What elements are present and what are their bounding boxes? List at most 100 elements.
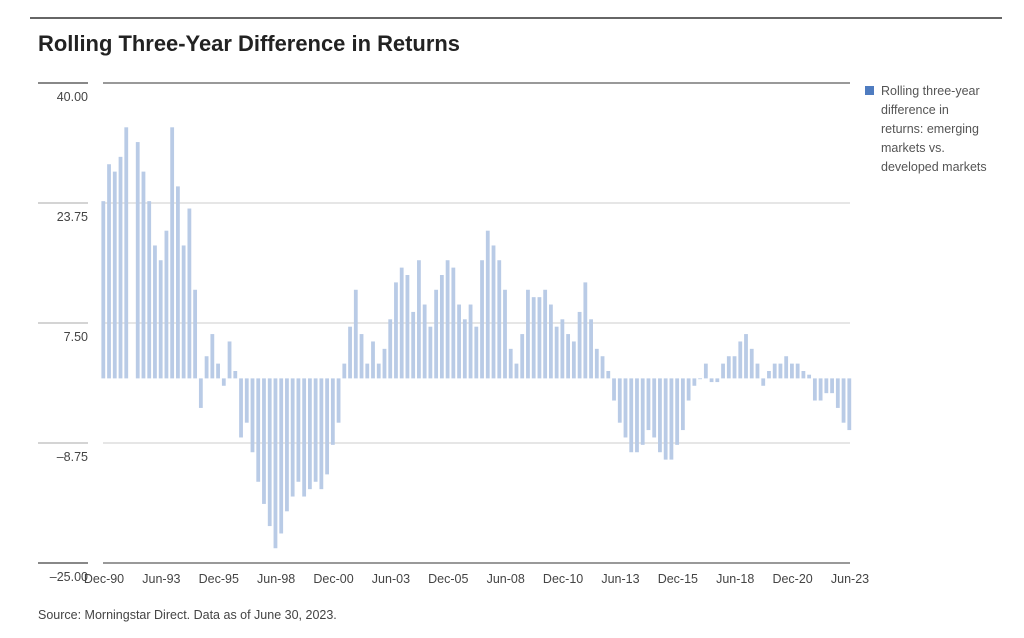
bar bbox=[405, 275, 410, 379]
x-tick-label: Jun-93 bbox=[142, 572, 180, 586]
bar bbox=[417, 260, 421, 379]
bar bbox=[830, 378, 834, 394]
chart-title: Rolling Three-Year Difference in Returns bbox=[38, 31, 460, 56]
x-tick-label: Dec-15 bbox=[658, 572, 698, 586]
bar bbox=[594, 348, 599, 379]
bar bbox=[640, 378, 645, 445]
bar bbox=[262, 378, 266, 504]
bar bbox=[617, 378, 622, 423]
x-tick-label: Dec-10 bbox=[543, 572, 583, 586]
bar bbox=[112, 171, 117, 379]
bar bbox=[325, 378, 329, 475]
bar bbox=[181, 245, 186, 379]
bar bbox=[250, 378, 255, 453]
x-tick-label: Jun-18 bbox=[716, 572, 754, 586]
bar bbox=[566, 334, 571, 379]
bar bbox=[164, 230, 169, 379]
bar bbox=[382, 348, 387, 379]
x-tick-label: Jun-08 bbox=[487, 572, 525, 586]
y-tick-label: –25.00 bbox=[50, 570, 88, 584]
bar bbox=[267, 378, 272, 527]
bar bbox=[571, 341, 576, 379]
bar bbox=[204, 356, 209, 379]
bar bbox=[422, 304, 427, 379]
bar bbox=[807, 374, 812, 379]
bar bbox=[118, 156, 123, 379]
bar bbox=[285, 378, 289, 512]
bar bbox=[290, 378, 295, 497]
bar bbox=[686, 378, 691, 401]
bar bbox=[485, 230, 490, 379]
bar bbox=[170, 127, 175, 379]
bar bbox=[353, 289, 358, 379]
bar bbox=[319, 378, 324, 490]
bar bbox=[428, 326, 433, 379]
bar bbox=[543, 289, 548, 379]
bar bbox=[445, 260, 450, 379]
bar bbox=[795, 363, 800, 379]
bar bbox=[612, 378, 616, 401]
bar bbox=[721, 363, 725, 379]
bar bbox=[554, 326, 559, 379]
bar bbox=[330, 378, 335, 445]
bar bbox=[600, 356, 605, 379]
bar bbox=[790, 363, 794, 379]
bar bbox=[703, 363, 708, 379]
bar bbox=[216, 363, 220, 379]
bar bbox=[726, 356, 731, 379]
legend-swatch bbox=[865, 86, 874, 95]
bar bbox=[221, 378, 226, 386]
bar bbox=[824, 378, 829, 394]
bar bbox=[147, 201, 152, 379]
bar bbox=[434, 289, 439, 379]
bar bbox=[784, 356, 789, 379]
x-tick-label: Jun-23 bbox=[831, 572, 869, 586]
x-tick-label: Dec-90 bbox=[84, 572, 124, 586]
bar bbox=[778, 363, 783, 379]
bar bbox=[497, 260, 502, 379]
legend-line: Rolling three-year bbox=[881, 84, 980, 98]
bar bbox=[732, 356, 737, 379]
x-tick-label: Dec-20 bbox=[772, 572, 812, 586]
bar bbox=[107, 164, 111, 379]
bar bbox=[365, 363, 370, 379]
bar bbox=[187, 208, 192, 379]
bar bbox=[451, 267, 456, 379]
y-tick-label: 7.50 bbox=[64, 330, 88, 344]
bar bbox=[514, 363, 519, 379]
bar bbox=[629, 378, 634, 453]
bar bbox=[302, 378, 307, 497]
bar bbox=[537, 297, 542, 379]
bar bbox=[457, 304, 461, 379]
bar bbox=[680, 378, 685, 431]
bar bbox=[767, 371, 771, 379]
bar bbox=[239, 378, 243, 438]
bar bbox=[336, 378, 341, 423]
bar bbox=[812, 378, 817, 401]
bar bbox=[256, 378, 261, 482]
bar bbox=[474, 326, 479, 379]
legend: Rolling three-year difference in returns… bbox=[865, 84, 987, 174]
bars bbox=[101, 127, 852, 549]
bar bbox=[296, 378, 301, 482]
bar bbox=[399, 267, 404, 379]
bar bbox=[531, 297, 536, 379]
bar bbox=[135, 142, 140, 379]
x-axis: Dec-90 Jun-93 Dec-95 Jun-98 Dec-00 Jun-03 Dec-… bbox=[84, 572, 869, 586]
bar bbox=[508, 348, 513, 379]
bar bbox=[692, 378, 697, 386]
bar bbox=[348, 326, 352, 379]
bar bbox=[652, 378, 657, 438]
bar bbox=[520, 334, 525, 379]
bar bbox=[772, 363, 777, 379]
x-tick-label: Jun-13 bbox=[601, 572, 639, 586]
bar bbox=[210, 334, 215, 379]
x-tick-label: Jun-98 bbox=[257, 572, 295, 586]
bar bbox=[279, 378, 284, 534]
bar bbox=[342, 363, 347, 379]
bar bbox=[818, 378, 823, 401]
bar bbox=[273, 378, 278, 549]
bar bbox=[606, 371, 611, 379]
bar bbox=[313, 378, 318, 482]
